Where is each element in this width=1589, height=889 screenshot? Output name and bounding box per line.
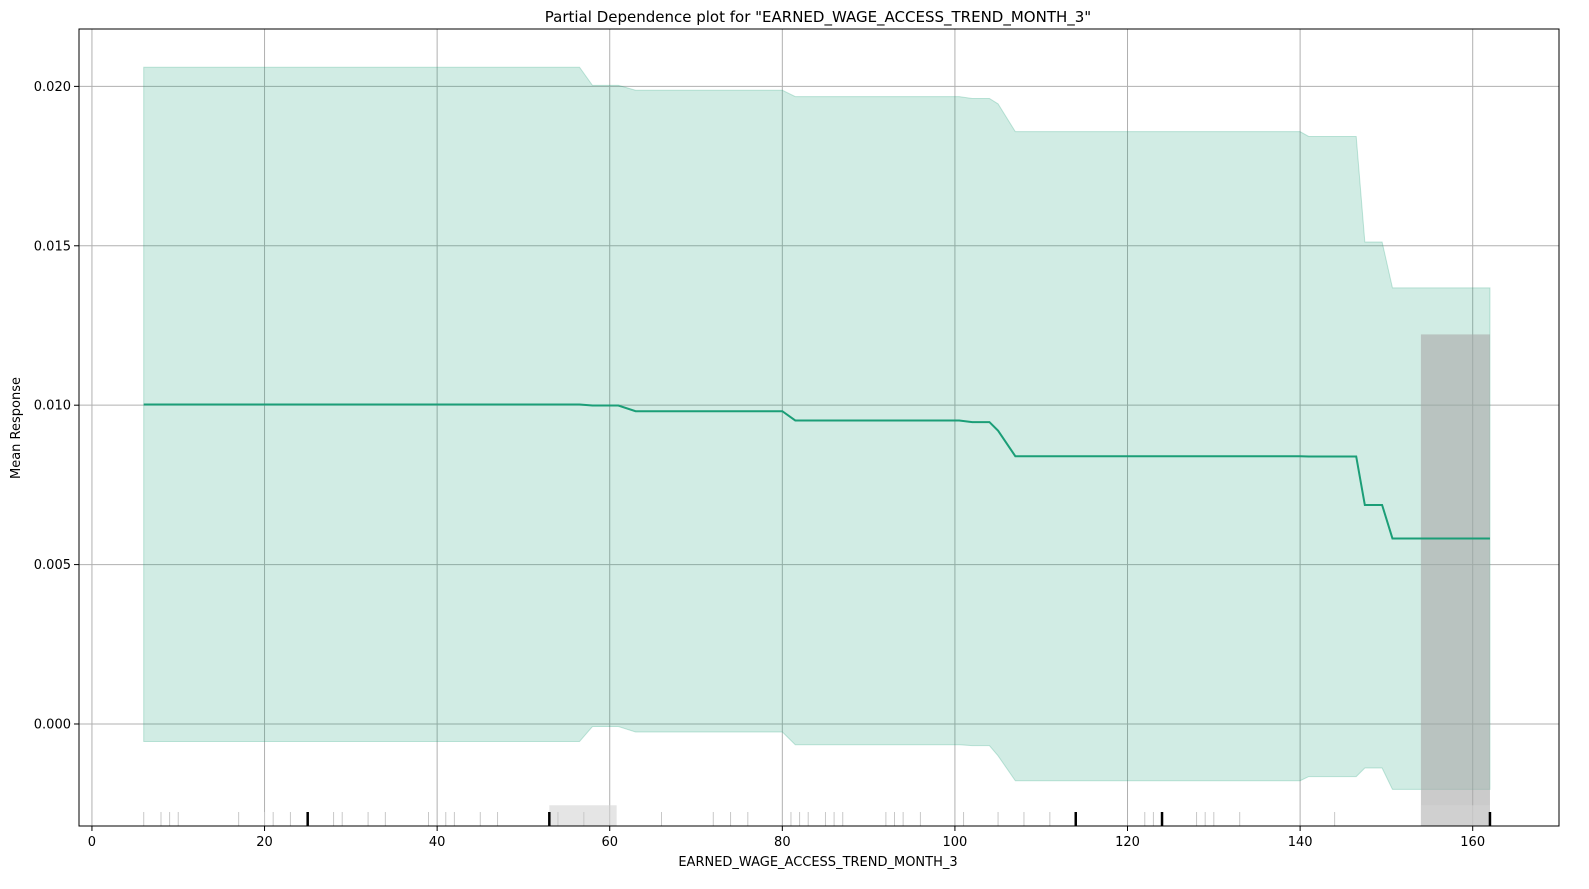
y-tick-label: 0.020	[34, 80, 71, 95]
mean-response-line-layer	[143, 403, 1490, 540]
x-tick-label: 20	[256, 835, 273, 850]
x-tick-label: 0	[88, 835, 96, 850]
chart-title: Partial Dependence plot for "EARNED_WAGE…	[545, 8, 1091, 27]
x-tick-label: 60	[601, 835, 618, 850]
x-tick-label: 140	[1288, 835, 1313, 850]
y-tick-label: 0.000	[34, 717, 71, 732]
highlight-region	[549, 805, 617, 826]
x-tick-label: 40	[429, 835, 446, 850]
y-axis-ticks: 0.000 0.005 0.010 0.015 0.020	[34, 80, 79, 732]
y-axis-label: Mean Response	[9, 377, 24, 479]
rug-plot	[143, 812, 1492, 826]
plot-area	[79, 29, 1559, 826]
x-tick-label: 120	[1115, 835, 1140, 850]
x-axis-ticks: 0 20 40 60 80 100 120 140 160	[88, 826, 1485, 850]
y-tick-label: 0.010	[34, 399, 71, 414]
x-tick-label: 100	[943, 835, 968, 850]
x-tick-label: 80	[774, 835, 791, 850]
highlight-region-layer	[549, 334, 1490, 826]
highlight-region	[1420, 334, 1490, 826]
confidence-band-layer	[143, 66, 1491, 790]
x-axis-label: EARNED_WAGE_ACCESS_TREND_MONTH_3	[678, 855, 957, 870]
y-tick-label: 0.005	[34, 558, 71, 573]
y-tick-label: 0.015	[34, 239, 71, 254]
grid-lines	[79, 29, 1559, 826]
highlight-region	[1420, 805, 1490, 826]
confidence-band	[143, 66, 1491, 790]
mean-response-line	[143, 403, 1490, 540]
x-tick-label: 160	[1460, 835, 1485, 850]
plot-frame	[78, 28, 1560, 827]
